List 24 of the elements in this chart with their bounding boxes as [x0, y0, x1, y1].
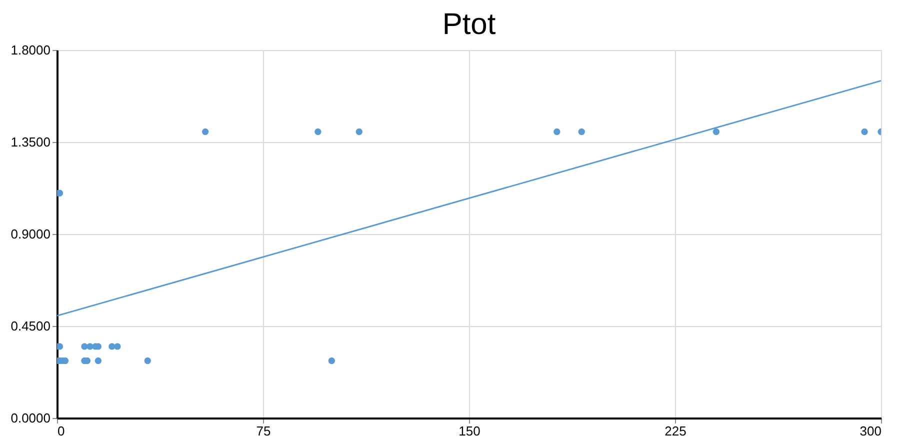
point: [578, 128, 585, 136]
chart-title: Ptot: [442, 8, 496, 41]
point: [144, 357, 151, 364]
point: [861, 128, 868, 136]
point: [202, 128, 209, 136]
point: [57, 343, 64, 350]
x-tick-label: 300: [860, 424, 882, 438]
point: [356, 128, 362, 136]
x-tick-label: 0: [58, 424, 65, 438]
point: [554, 128, 560, 136]
y-tick-label: 0.0000: [10, 410, 50, 426]
point: [94, 357, 102, 364]
x-tick-label: 150: [458, 424, 480, 438]
point: [114, 343, 121, 350]
point: [314, 128, 322, 136]
x-tick-label: 75: [256, 424, 271, 438]
y-tick-label: 1.8000: [10, 42, 50, 58]
y-tick-label: 0.4500: [10, 318, 50, 334]
point: [712, 128, 720, 136]
point: [57, 190, 64, 196]
y-tick-label: 0.9000: [10, 226, 50, 242]
y-tick-label: 1.3500: [10, 134, 50, 150]
x-tick-label: 225: [664, 424, 686, 438]
point: [328, 357, 336, 364]
